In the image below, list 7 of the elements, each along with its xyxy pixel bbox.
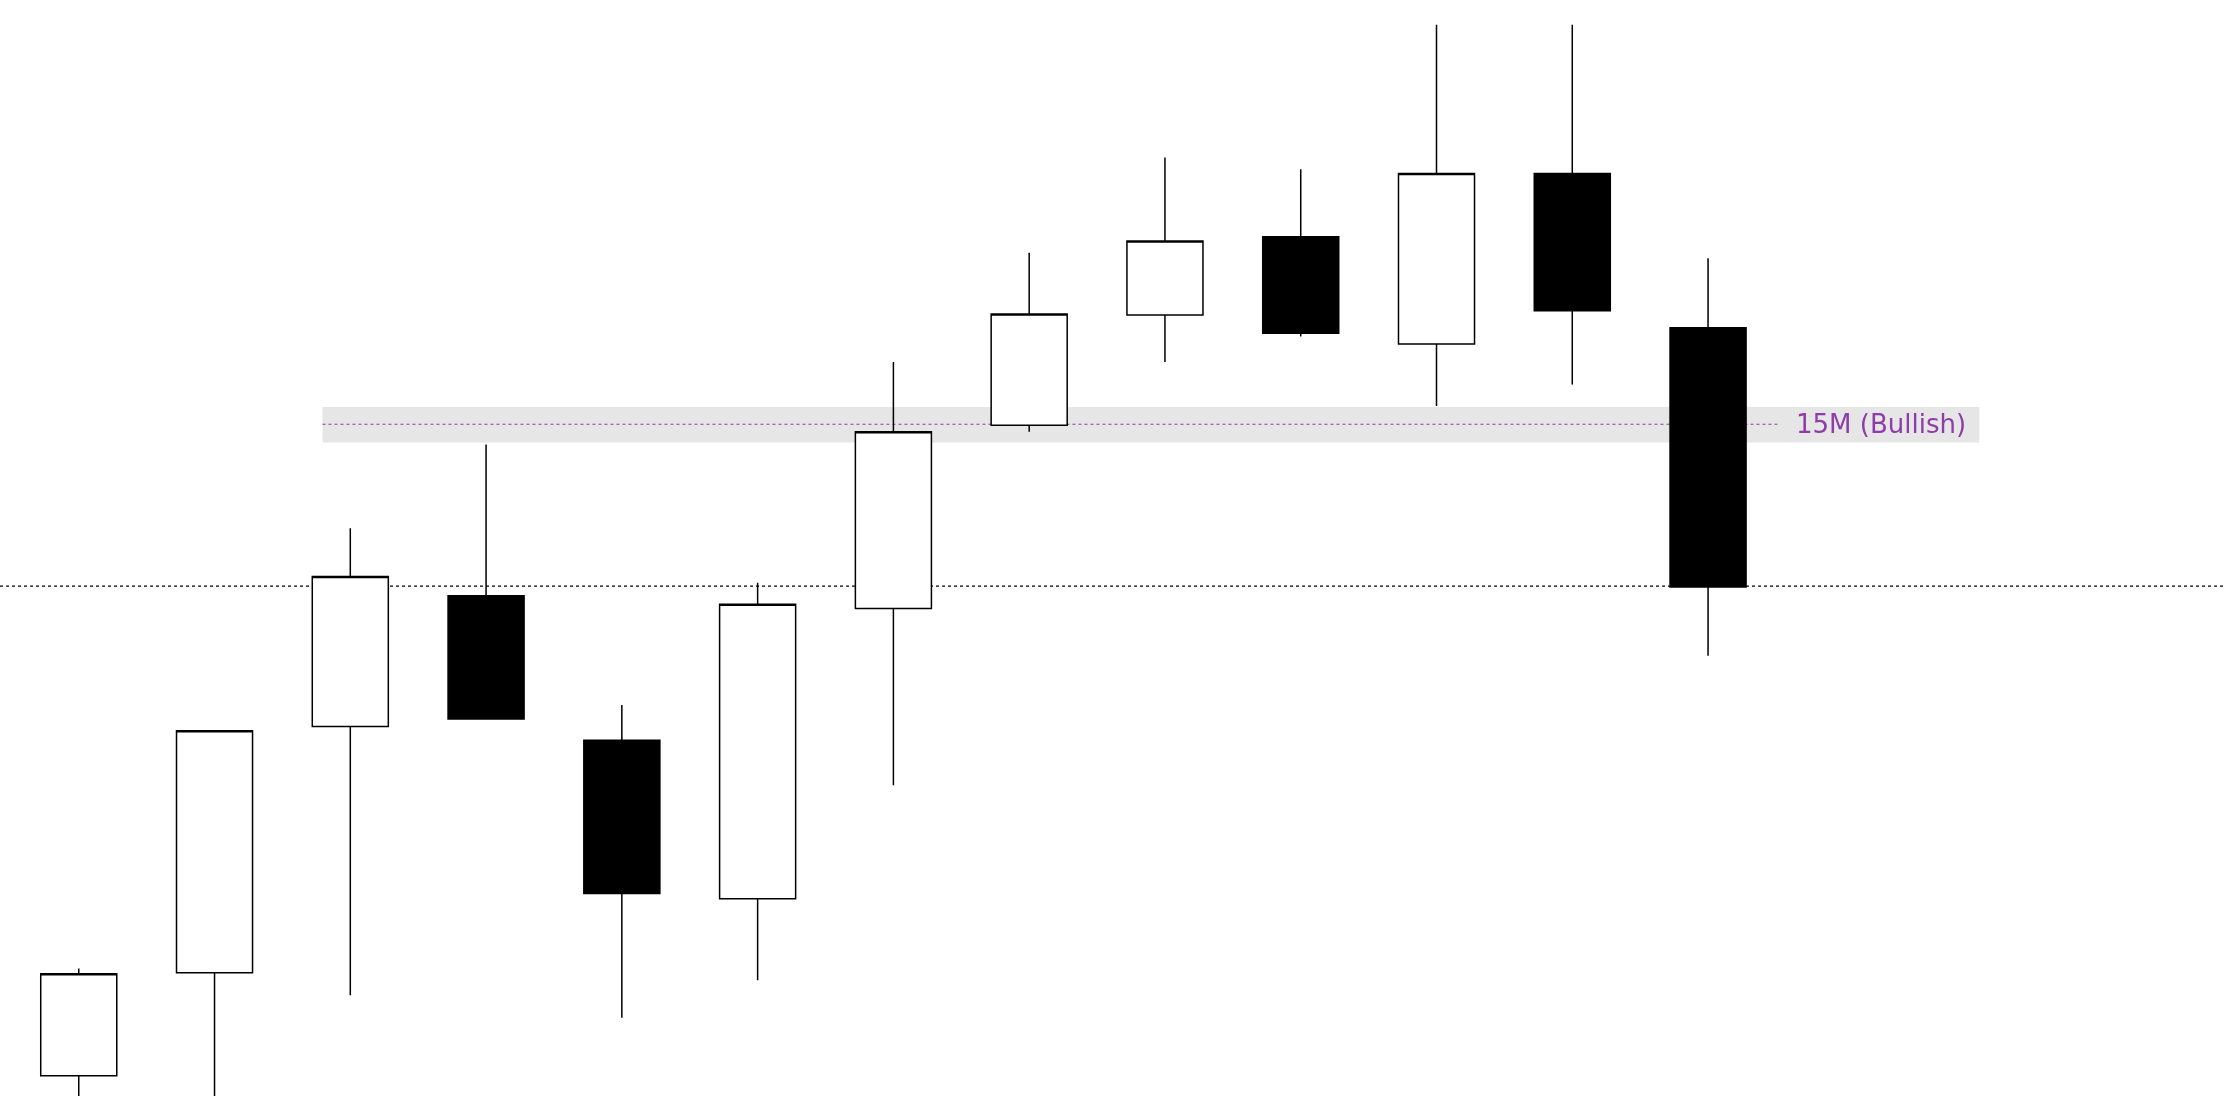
candlestick bbox=[1397, 23, 1476, 407]
candlestick bbox=[583, 704, 661, 1019]
candlestick bbox=[1261, 168, 1340, 338]
candlestick bbox=[1126, 156, 1204, 363]
candlestick bbox=[990, 252, 1068, 433]
ref-line-label: 15M (Bullish) bbox=[1796, 409, 1967, 439]
candlestick bbox=[1533, 23, 1612, 386]
